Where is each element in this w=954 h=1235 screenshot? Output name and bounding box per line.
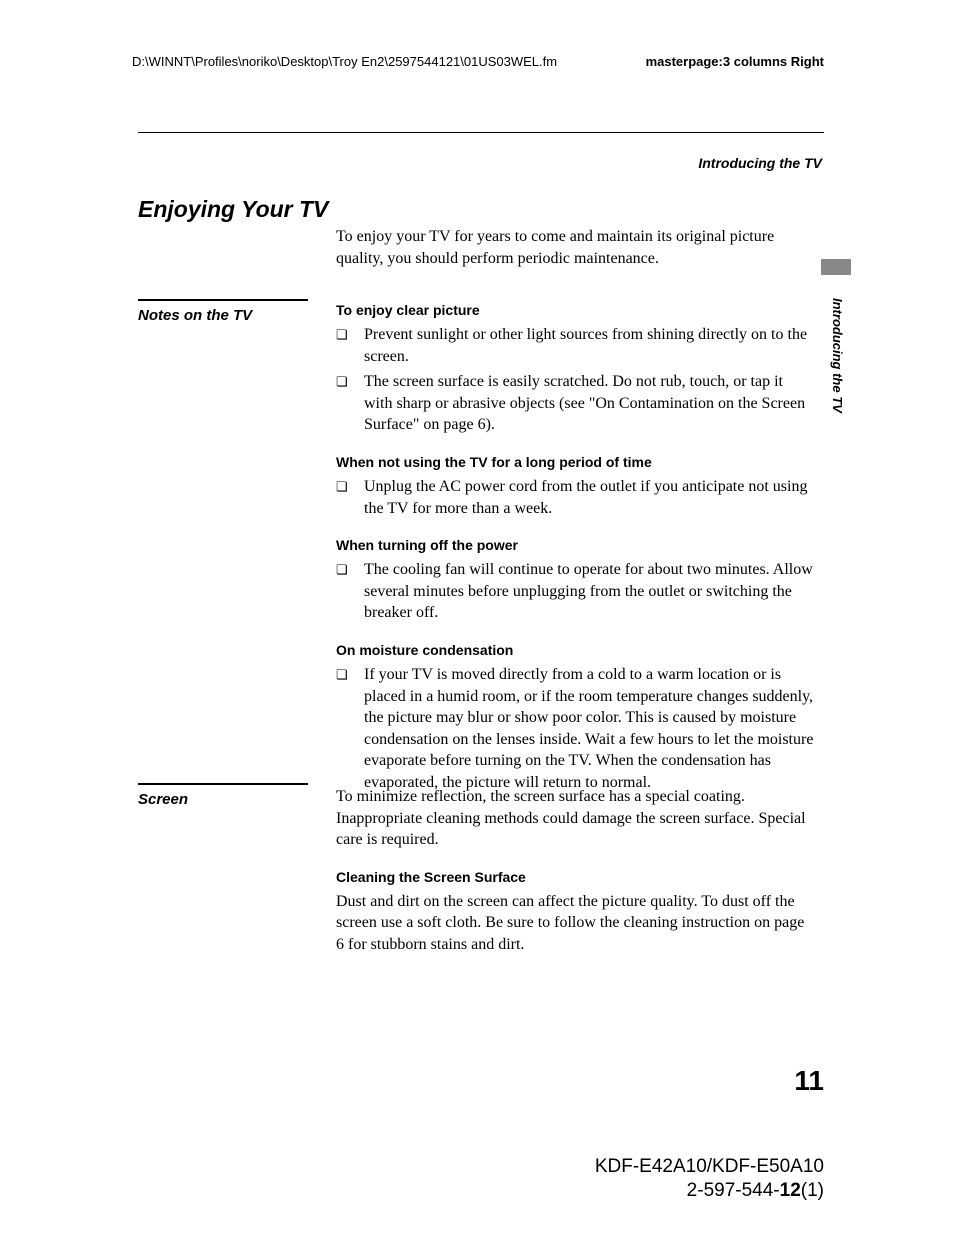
footer-doc-prefix: 2-597-544- (687, 1180, 780, 1201)
bullet-list: Prevent sunlight or other light sources … (336, 324, 814, 436)
footer-doc-number: 2-597-544-12(1) (687, 1180, 824, 1202)
screen-heading: Screen (138, 791, 308, 808)
horizontal-rule-top (138, 132, 824, 133)
section-rule (138, 783, 308, 785)
list-item: The cooling fan will continue to operate… (336, 559, 814, 624)
list-item: The screen surface is easily scratched. … (336, 371, 814, 436)
thumb-tab-marker (821, 259, 851, 275)
footer-model: KDF-E42A10/KDF-E50A10 (595, 1156, 824, 1178)
vertical-tab-label: Introducing the TV (830, 298, 845, 413)
page-title: Enjoying Your TV (138, 196, 328, 223)
bullet-list: If your TV is moved directly from a cold… (336, 664, 814, 794)
screen-side-heading-block: Screen (138, 783, 308, 808)
list-item: If your TV is moved directly from a cold… (336, 664, 814, 794)
section-label-right: Introducing the TV (698, 155, 822, 171)
notes-heading: Notes on the TV (138, 307, 308, 324)
list-item: Unplug the AC power cord from the outlet… (336, 476, 814, 519)
footer-doc-bold: 12 (780, 1180, 801, 1201)
notes-content: To enjoy clear picture Prevent sunlight … (336, 302, 814, 812)
footer-doc-suffix: (1) (801, 1180, 824, 1201)
sub-heading: Cleaning the Screen Surface (336, 869, 814, 885)
bullet-list: The cooling fan will continue to operate… (336, 559, 814, 624)
notes-side-heading-block: Notes on the TV (138, 299, 308, 324)
intro-paragraph: To enjoy your TV for years to come and m… (336, 226, 811, 269)
bullet-list: Unplug the AC power cord from the outlet… (336, 476, 814, 519)
notes-group-2: When turning off the power The cooling f… (336, 537, 814, 624)
screen-intro-paragraph: To minimize reflection, the screen surfa… (336, 786, 814, 851)
sub-heading: When not using the TV for a long period … (336, 454, 814, 470)
screen-content: To minimize reflection, the screen surfa… (336, 786, 814, 974)
notes-group-1: When not using the TV for a long period … (336, 454, 814, 519)
sub-heading: On moisture condensation (336, 642, 814, 658)
screen-body-paragraph: Dust and dirt on the screen can affect t… (336, 891, 814, 956)
header-masterpage: masterpage:3 columns Right (646, 54, 824, 69)
notes-group-3: On moisture condensation If your TV is m… (336, 642, 814, 794)
notes-group-0: To enjoy clear picture Prevent sunlight … (336, 302, 814, 436)
page-number: 11 (794, 1065, 824, 1097)
sub-heading: When turning off the power (336, 537, 814, 553)
sub-heading: To enjoy clear picture (336, 302, 814, 318)
list-item: Prevent sunlight or other light sources … (336, 324, 814, 367)
header-file-path: D:\WINNT\Profiles\noriko\Desktop\Troy En… (132, 54, 557, 69)
section-rule (138, 299, 308, 301)
